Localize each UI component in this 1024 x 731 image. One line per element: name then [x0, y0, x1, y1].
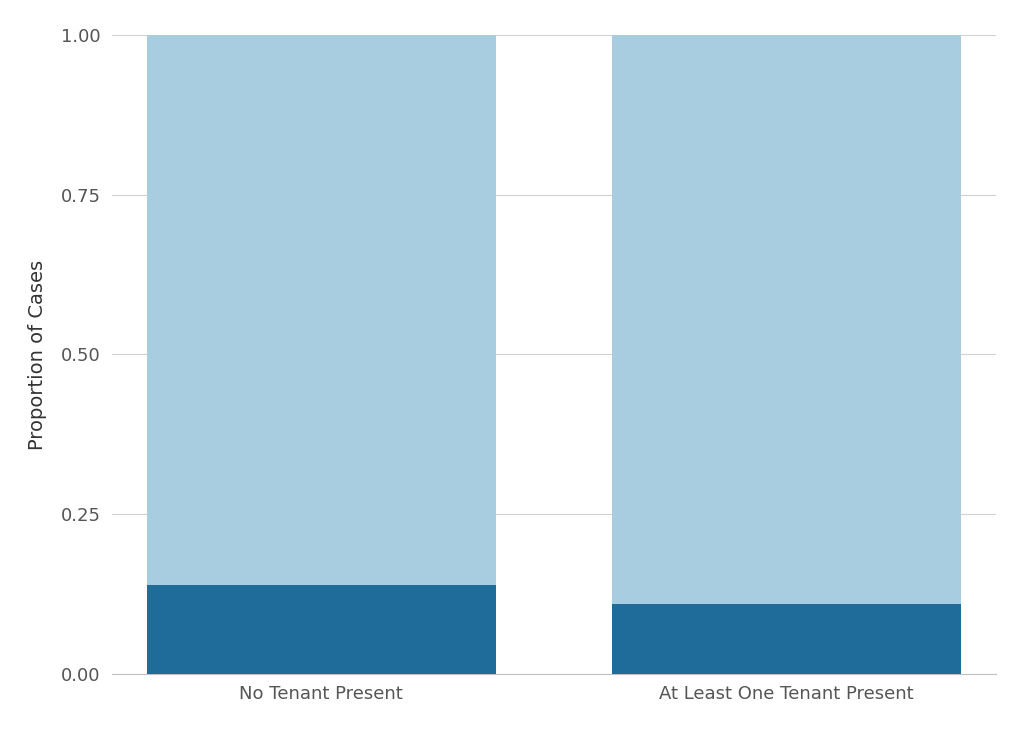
Bar: [612, 604, 962, 674]
Bar: [146, 585, 496, 674]
Y-axis label: Proportion of Cases: Proportion of Cases: [28, 260, 47, 450]
Bar: [612, 35, 962, 604]
Bar: [146, 35, 496, 585]
